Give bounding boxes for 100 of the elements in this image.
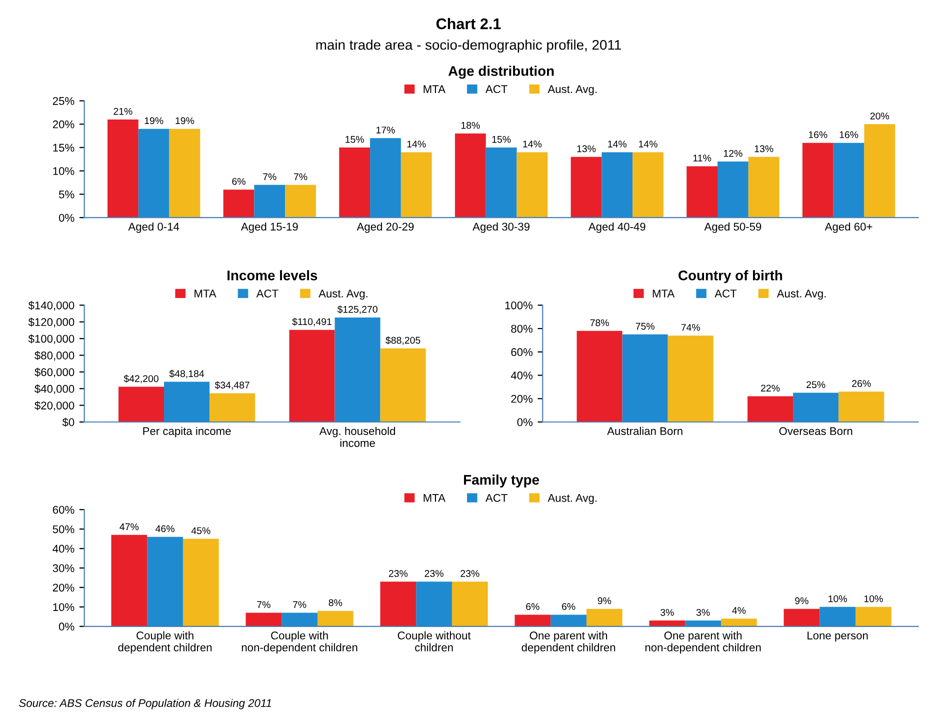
bar [111,534,148,626]
y-tick-label: $120,000 [28,318,74,328]
bar [820,606,856,626]
x-tick-label: Australian Born [607,426,682,436]
data-label: 15% [346,136,364,143]
bar [454,134,486,218]
chart-title: Age distribution [448,66,554,79]
bar [632,152,664,218]
x-tick-label: Per capita income [143,426,231,438]
bar [570,156,602,218]
x-tick-label: Lone person [808,632,868,642]
bar [334,317,380,422]
data-label: 8% [328,599,342,606]
legend-label: ACT [485,494,508,502]
bar [686,166,718,218]
bar [793,392,839,422]
legend-label: Aust. Avg. [776,290,826,300]
y-tick-label: 0% [58,214,74,222]
bar [685,620,721,626]
bar [246,612,282,626]
bar [289,330,335,422]
y-tick-label: $100,000 [28,334,74,344]
x-tick-label: Aged 60+ [824,222,872,233]
y-tick-label: 60% [511,348,532,356]
bar [254,184,286,218]
data-label: 23% [424,570,444,577]
bar [169,128,200,218]
x-tick-label: Couple without children [398,631,471,652]
x-tick-label: Aged 0-14 [128,222,180,233]
data-label: 13% [754,145,774,152]
y-tick-label: 15% [53,144,74,152]
data-label: 46% [156,525,174,532]
bar [514,614,551,626]
y-tick-label: 30% [52,564,74,572]
x-tick-label: Couple with dependent children [118,631,212,654]
data-label: 16% [808,131,828,138]
y-tick-label: 20% [52,584,74,592]
y-tick-label: $0 [62,418,74,427]
bar [602,152,633,218]
bar [147,536,183,626]
bar [400,152,432,218]
y-tick-label: 50% [52,525,74,534]
y-tick-label: 0% [517,418,532,426]
y-tick-label: $140,000 [28,301,74,311]
legend-label: ACT [256,290,278,298]
bar [855,606,892,626]
bar [649,620,686,626]
bar [550,614,586,626]
chart-title: Income levels [228,270,318,280]
data-label: 13% [577,145,596,152]
y-tick-label: 5% [58,190,74,198]
data-label: 17% [376,126,395,134]
legend-label: MTA [194,290,216,298]
data-label: 9% [598,597,612,604]
y-tick-label: 100% [505,301,532,310]
y-tick-label: 0% [58,622,74,631]
bar [576,330,622,422]
y-tick-label: 25% [52,97,74,105]
data-label: 25% [806,381,826,388]
data-label: 14% [523,140,542,148]
bar [107,119,138,218]
data-label: 20% [870,112,890,120]
y-tick-label: 10% [53,167,74,176]
bar [838,392,884,422]
y-tick-label: $20,000 [34,401,74,411]
legend-label: ACT [485,85,508,94]
chart-title: Country of birth [678,270,782,284]
data-label: 10% [864,595,883,602]
x-tick-label: Aged 15-19 [240,222,298,233]
data-label: 78% [590,319,609,326]
bar [668,336,714,422]
data-label: 7% [293,601,306,608]
data-label: 11% [693,154,712,162]
bar [118,386,164,422]
data-label: 3% [660,608,674,616]
data-label: 18% [461,122,480,129]
x-tick-label: One parent with dependent children [522,631,616,654]
bar [223,190,254,218]
text: main trade area - socio-demographic profile, 2011 [316,40,621,53]
bar [282,612,318,626]
legend-label: Aust. Avg. [548,85,597,96]
bar [486,148,517,218]
data-label: $88,205 [386,336,420,345]
x-tick-label: Avg. household income [319,426,396,447]
data-label: 47% [120,523,139,530]
bar [720,618,757,626]
data-label: 19% [144,117,164,124]
x-tick-label: Aged 40-49 [588,222,646,233]
data-label: 7% [257,601,270,608]
y-tick-label: 60% [52,506,74,514]
y-tick-label: $40,000 [34,384,74,394]
data-label: 6% [232,178,246,185]
y-tick-label: 40% [52,544,74,553]
data-label: $110,491 [292,318,332,326]
bar [748,156,780,218]
data-label: 7% [294,173,308,180]
bar [586,608,622,626]
data-label: 14% [608,140,626,148]
bar [784,608,820,626]
bar [317,610,354,626]
